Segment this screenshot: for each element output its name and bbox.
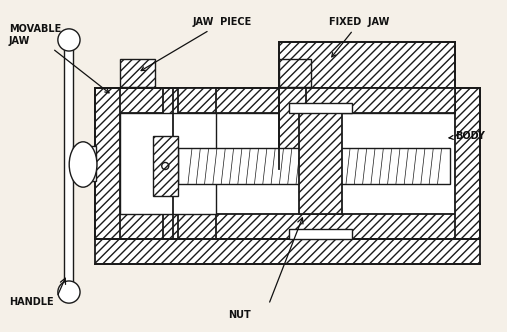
Bar	[95, 88, 215, 113]
Bar	[455, 88, 481, 239]
Bar	[153, 136, 178, 196]
Bar	[64, 42, 74, 285]
Bar	[95, 239, 481, 264]
Bar	[95, 88, 120, 239]
Bar	[163, 88, 481, 113]
Bar	[163, 113, 455, 214]
Circle shape	[58, 29, 80, 51]
Bar	[289, 229, 352, 239]
Bar	[74, 146, 96, 181]
Text: FIXED  JAW: FIXED JAW	[329, 17, 389, 57]
Bar	[163, 88, 178, 239]
Text: MOVABLE
JAW: MOVABLE JAW	[9, 24, 109, 93]
Bar	[120, 59, 155, 87]
Text: HANDLE: HANDLE	[9, 297, 54, 307]
Bar	[279, 88, 306, 169]
Bar	[279, 59, 311, 87]
Bar	[163, 88, 481, 239]
Bar	[279, 88, 455, 113]
Bar	[163, 214, 481, 239]
Bar	[289, 103, 352, 113]
Circle shape	[58, 281, 80, 303]
Bar	[95, 214, 215, 239]
Text: BODY: BODY	[449, 131, 485, 141]
Bar	[279, 42, 455, 88]
Bar	[299, 113, 342, 214]
Bar	[178, 148, 450, 184]
Ellipse shape	[69, 142, 97, 187]
Text: NUT: NUT	[228, 310, 251, 320]
Bar	[95, 88, 173, 239]
Text: JAW  PIECE: JAW PIECE	[141, 17, 252, 71]
Bar	[120, 113, 215, 214]
